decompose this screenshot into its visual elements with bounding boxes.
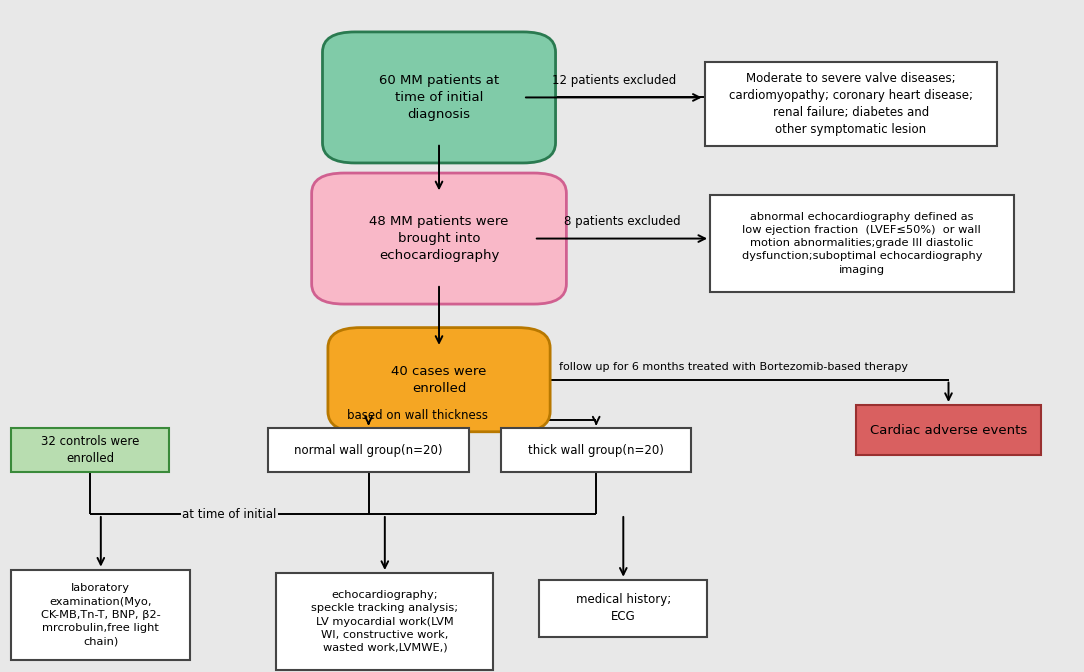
FancyBboxPatch shape <box>269 429 468 472</box>
FancyBboxPatch shape <box>11 569 191 660</box>
FancyBboxPatch shape <box>276 573 493 671</box>
FancyBboxPatch shape <box>710 195 1014 292</box>
FancyBboxPatch shape <box>327 327 550 431</box>
Text: Moderate to severe valve diseases;
cardiomyopathy; coronary heart disease;
renal: Moderate to severe valve diseases; cardi… <box>728 72 973 136</box>
FancyBboxPatch shape <box>539 579 707 637</box>
FancyBboxPatch shape <box>323 32 555 163</box>
Text: 40 cases were
enrolled: 40 cases were enrolled <box>391 365 487 394</box>
Text: laboratory
examination(Myo,
CK-MB,Tn-T, BNP, β2-
mrcrobulin,free light
chain): laboratory examination(Myo, CK-MB,Tn-T, … <box>41 583 160 646</box>
Text: 60 MM patients at
time of initial
diagnosis: 60 MM patients at time of initial diagno… <box>379 74 499 121</box>
FancyBboxPatch shape <box>312 173 566 304</box>
FancyBboxPatch shape <box>705 62 997 146</box>
Text: based on wall thickness: based on wall thickness <box>347 409 488 422</box>
Text: 32 controls were
enrolled: 32 controls were enrolled <box>41 435 139 465</box>
Text: abnormal echocardiography defined as
low ejection fraction  (LVEF≤50%)  or wall
: abnormal echocardiography defined as low… <box>741 212 982 275</box>
Text: 8 patients excluded: 8 patients excluded <box>564 216 681 228</box>
Text: Cardiac adverse events: Cardiac adverse events <box>869 423 1028 437</box>
Text: at time of initial: at time of initial <box>182 507 276 521</box>
Text: 12 patients excluded: 12 patients excluded <box>552 75 676 87</box>
Text: 48 MM patients were
brought into
echocardiography: 48 MM patients were brought into echocar… <box>370 215 508 262</box>
Text: thick wall group(n=20): thick wall group(n=20) <box>528 444 664 457</box>
FancyBboxPatch shape <box>501 429 692 472</box>
FancyBboxPatch shape <box>856 405 1041 456</box>
Text: medical history;
ECG: medical history; ECG <box>576 593 671 623</box>
FancyBboxPatch shape <box>12 429 169 472</box>
Text: follow up for 6 months treated with Bortezomib-based therapy: follow up for 6 months treated with Bort… <box>558 362 907 372</box>
Text: normal wall group(n=20): normal wall group(n=20) <box>295 444 442 457</box>
Text: echocardiography;
speckle tracking analysis;
LV myocardial work(LVM
WI, construc: echocardiography; speckle tracking analy… <box>311 590 459 653</box>
